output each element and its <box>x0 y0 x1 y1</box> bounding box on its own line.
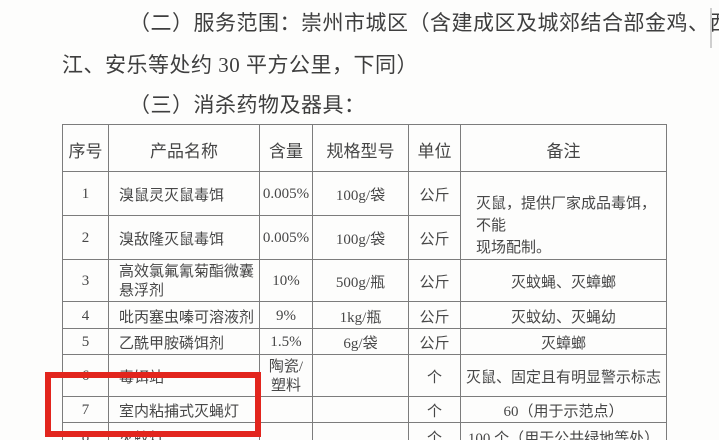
cell-seq: 2 <box>62 215 109 260</box>
cell-seq: 7 <box>62 396 109 423</box>
table-row: 4 吡丙塞虫嗪可溶液剂 9% 1kg/瓶 公斤 灭蚊幼、灭蝇幼 <box>62 301 667 329</box>
cell-product-name: 溴鼠灵灭鼠毒饵 <box>108 171 260 216</box>
pesticide-equipment-table: 序号 产品名称 含量 规格型号 单位 备注 1 溴鼠灵灭鼠毒饵 0.005% 1… <box>62 124 667 440</box>
cell-spec <box>312 354 409 397</box>
cell-remark: 灭蚊幼、灭蝇幼 <box>460 301 667 329</box>
cell-unit: 公斤 <box>408 328 461 355</box>
cell-spec: 100g/袋 <box>312 215 409 260</box>
table-row: 1 溴鼠灵灭鼠毒饵 0.005% 100g/袋 公斤 灭鼠，提供厂家成品毒饵，不… <box>62 171 667 260</box>
cell-spec: 500g/瓶 <box>312 259 409 302</box>
cell-product-name: 高效氯氟氰菊酯微囊 悬浮剂 <box>108 259 260 302</box>
cell-content: 10% <box>259 259 313 302</box>
cell-content: 陶瓷/ 塑料 <box>259 354 313 397</box>
cell-spec <box>312 396 409 423</box>
table-row: 3 高效氯氟氰菊酯微囊 悬浮剂 10% 500g/瓶 公斤 灭蚊蝇、灭蟑螂 <box>62 259 667 302</box>
cell-remark: 灭蟑螂 <box>460 328 667 355</box>
cell-content: 0.005% <box>259 215 313 260</box>
scan-edge-artifact <box>710 8 712 48</box>
cell-unit: 公斤 <box>408 301 461 329</box>
cell-seq: 5 <box>62 328 109 355</box>
cell-product-name: 吡丙塞虫嗪可溶液剂 <box>108 301 260 329</box>
cell-product-name: 灭蚊灯 <box>108 422 260 440</box>
col-header-spec: 规格型号 <box>312 124 409 172</box>
table-row: 7 室内粘捕式灭蝇灯 个 60（用于示范点） <box>62 396 667 423</box>
cell-unit: 个 <box>408 354 461 397</box>
table-row: 6 毒饵站 陶瓷/ 塑料 个 灭鼠、固定且有明显警示标志 <box>62 354 667 397</box>
cell-product-name: 室内粘捕式灭蝇灯 <box>108 396 260 423</box>
cell-content <box>259 396 313 423</box>
cell-remark: 灭蚊蝇、灭蟑螂 <box>460 259 667 302</box>
cell-seq: 8 <box>62 422 109 440</box>
paragraph-service-scope-line1: （二）服务范围：崇州市城区（含建成区及城郊结合部金鸡、西 <box>129 11 719 35</box>
cell-remark: 100 个（用于公共绿地等处） <box>460 422 667 440</box>
table-row: 5 乙酰甲胺磷饵剂 1.5% 6g/袋 公斤 灭蟑螂 <box>62 328 667 355</box>
paragraph-service-scope-line2: 江、安乐等处约 30 平方公里，下同） <box>62 53 418 77</box>
cell-content <box>259 422 313 440</box>
cell-product-name: 毒饵站 <box>108 354 260 397</box>
remark-line: 现场配制。 <box>476 240 552 256</box>
remark-line: 灭鼠，提供厂家成品毒饵，不能 <box>476 196 657 234</box>
content-line: 陶瓷/ <box>268 358 304 375</box>
col-header-seq: 序号 <box>62 124 109 172</box>
cell-remark-merged: 灭鼠，提供厂家成品毒饵，不能 现场配制。 <box>460 171 667 260</box>
cell-unit: 公斤 <box>408 259 461 302</box>
cell-unit: 个 <box>408 396 461 423</box>
cell-product-name: 乙酰甲胺磷饵剂 <box>108 328 260 355</box>
cell-seq: 3 <box>62 259 109 302</box>
cell-product-name: 溴敌隆灭鼠毒饵 <box>108 215 260 260</box>
product-name-line: 悬浮剂 <box>119 282 165 299</box>
cell-content: 0.005% <box>259 171 313 216</box>
col-header-content: 含量 <box>259 124 313 172</box>
table-row: 8 灭蚊灯 个 100 个（用于公共绿地等处） <box>62 422 667 440</box>
cell-spec: 100g/袋 <box>312 171 409 216</box>
cell-remark: 灭鼠、固定且有明显警示标志 <box>460 354 667 397</box>
cell-spec: 1kg/瓶 <box>312 301 409 329</box>
content-line: 塑料 <box>270 377 301 394</box>
cell-seq: 1 <box>62 171 109 216</box>
table-header-row: 序号 产品名称 含量 规格型号 单位 备注 <box>62 124 667 172</box>
cell-remark: 60（用于示范点） <box>460 396 667 423</box>
cell-unit: 公斤 <box>408 215 461 260</box>
cell-unit: 个 <box>408 422 461 440</box>
col-header-unit: 单位 <box>408 124 461 172</box>
col-header-product-name: 产品名称 <box>108 124 260 172</box>
cell-seq: 6 <box>62 354 109 397</box>
cell-unit: 公斤 <box>408 171 461 216</box>
cell-spec: 6g/袋 <box>312 328 409 355</box>
cell-content: 1.5% <box>259 328 313 355</box>
cell-spec <box>312 422 409 440</box>
cell-content: 9% <box>259 301 313 329</box>
cell-seq: 4 <box>62 301 109 329</box>
col-header-remark: 备注 <box>460 124 667 172</box>
product-name-line: 高效氯氟氰菊酯微囊 <box>119 263 255 280</box>
paragraph-section-title: （三）消杀药物及器具： <box>129 93 366 117</box>
table-row: 2 溴敌隆灭鼠毒饵 0.005% 100g/袋 公斤 <box>62 215 667 260</box>
